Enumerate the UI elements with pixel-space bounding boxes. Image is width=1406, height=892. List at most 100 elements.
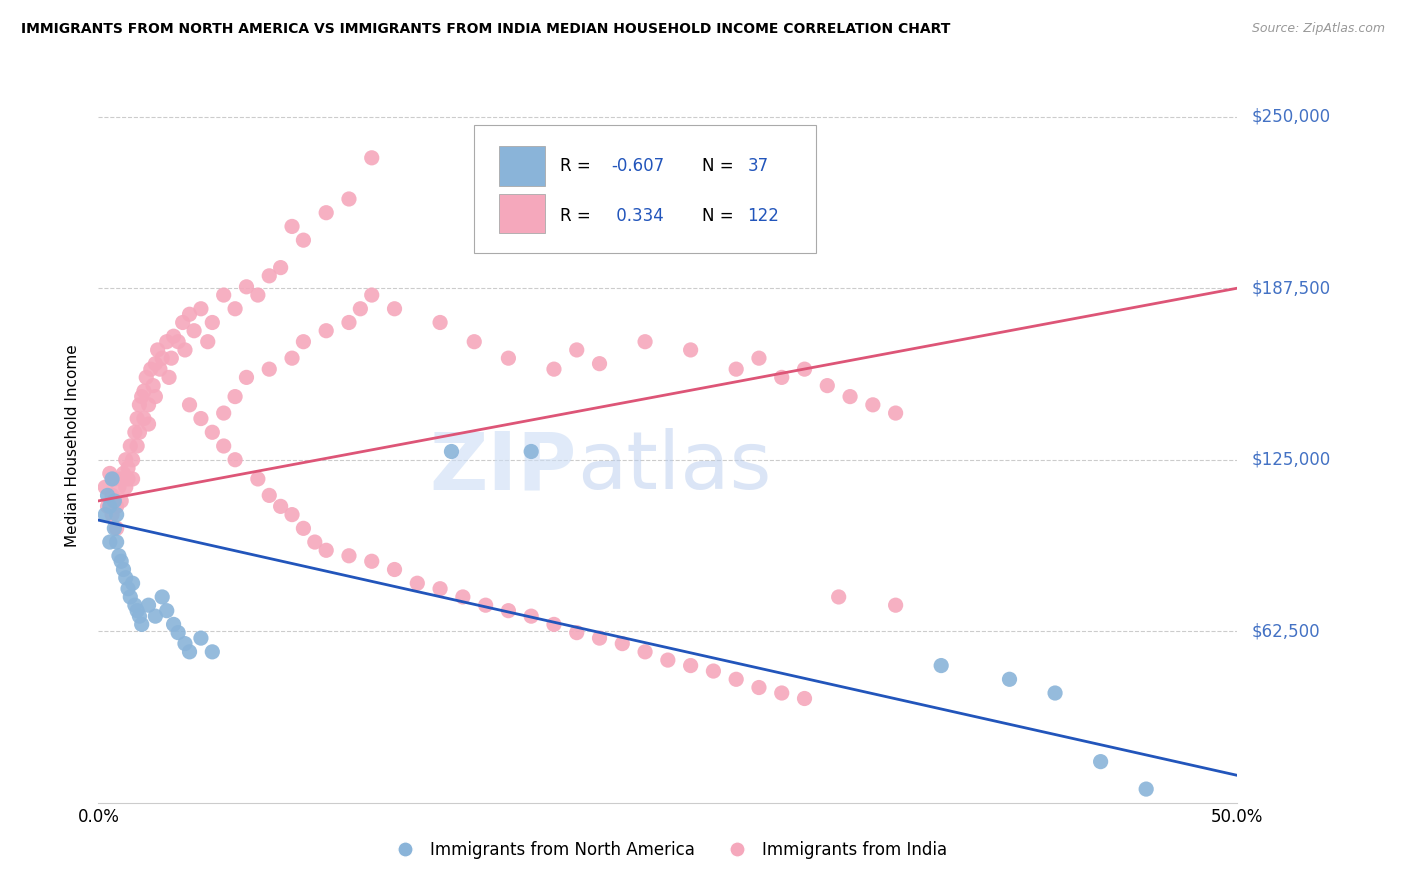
Point [103, 472, 125, 486]
Point [131, 390, 153, 404]
Point [235, 280, 257, 294]
Point [124, 425, 146, 440]
Point [103, 494, 125, 508]
Point [114, 571, 136, 585]
Text: 122: 122 [748, 207, 779, 225]
Point [160, 351, 183, 366]
Point [520, 444, 543, 458]
Point [197, 334, 219, 349]
Point [105, 500, 128, 514]
Text: R =: R = [560, 207, 596, 225]
Point [793, 691, 815, 706]
Point [150, 351, 173, 366]
Point [131, 617, 153, 632]
Point [172, 316, 194, 330]
Text: N =: N = [702, 157, 740, 175]
Point [349, 301, 371, 316]
Point [138, 398, 160, 412]
Text: Source: ZipAtlas.com: Source: ZipAtlas.com [1251, 22, 1385, 36]
Point [224, 301, 246, 316]
Text: N =: N = [702, 207, 740, 225]
Text: $125,000: $125,000 [1251, 450, 1330, 468]
Point [142, 378, 165, 392]
Point [815, 378, 838, 392]
Point [110, 472, 132, 486]
Point [246, 472, 269, 486]
Text: $62,500: $62,500 [1251, 623, 1320, 640]
Point [114, 452, 136, 467]
Point [270, 260, 292, 275]
Point [145, 390, 167, 404]
Point [281, 219, 304, 234]
FancyBboxPatch shape [474, 125, 815, 253]
Point [588, 357, 610, 371]
Point [179, 398, 201, 412]
Point [150, 590, 173, 604]
Text: R =: R = [560, 157, 596, 175]
Point [179, 307, 201, 321]
Point [183, 324, 205, 338]
Point [167, 334, 190, 349]
Point [862, 398, 884, 412]
Point [112, 562, 135, 576]
Point [135, 370, 157, 384]
Point [543, 362, 565, 376]
Point [157, 370, 180, 384]
Point [429, 582, 451, 596]
Point [315, 543, 337, 558]
Point [101, 508, 124, 522]
Point [94, 508, 117, 522]
Point [440, 444, 463, 458]
Text: $187,500: $187,500 [1251, 279, 1330, 297]
Point [1135, 782, 1157, 797]
Point [110, 554, 132, 568]
Point [101, 472, 124, 486]
Point [105, 508, 128, 522]
Point [101, 488, 124, 502]
Text: $250,000: $250,000 [1251, 108, 1330, 126]
Point [384, 562, 406, 576]
Point [146, 343, 169, 357]
Point [793, 362, 815, 376]
Point [149, 362, 172, 376]
Point [127, 604, 149, 618]
Point [384, 301, 406, 316]
Point [145, 609, 167, 624]
Point [270, 500, 292, 514]
Point [212, 288, 235, 302]
Point [463, 334, 485, 349]
Point [190, 631, 212, 645]
Point [702, 664, 724, 678]
Point [156, 604, 179, 618]
Point [105, 521, 128, 535]
Text: ZIP: ZIP [429, 428, 576, 507]
Point [117, 582, 139, 596]
Point [770, 370, 793, 384]
Point [679, 343, 702, 357]
Point [96, 500, 118, 514]
Point [679, 658, 702, 673]
Point [105, 535, 128, 549]
Point [406, 576, 429, 591]
Point [162, 617, 184, 632]
Point [108, 549, 131, 563]
Text: atlas: atlas [576, 428, 770, 507]
Point [259, 268, 281, 283]
Point [127, 411, 149, 425]
Point [725, 362, 748, 376]
Point [543, 617, 565, 632]
Point [281, 508, 304, 522]
Point [360, 288, 382, 302]
Point [748, 681, 770, 695]
Point [174, 637, 197, 651]
Point [337, 316, 360, 330]
Point [112, 467, 135, 481]
Point [96, 488, 118, 502]
Point [292, 521, 315, 535]
Text: 0.334: 0.334 [612, 207, 664, 225]
Point [117, 461, 139, 475]
Point [94, 480, 117, 494]
Point [108, 480, 131, 494]
Text: -0.607: -0.607 [612, 157, 664, 175]
Point [132, 384, 155, 398]
